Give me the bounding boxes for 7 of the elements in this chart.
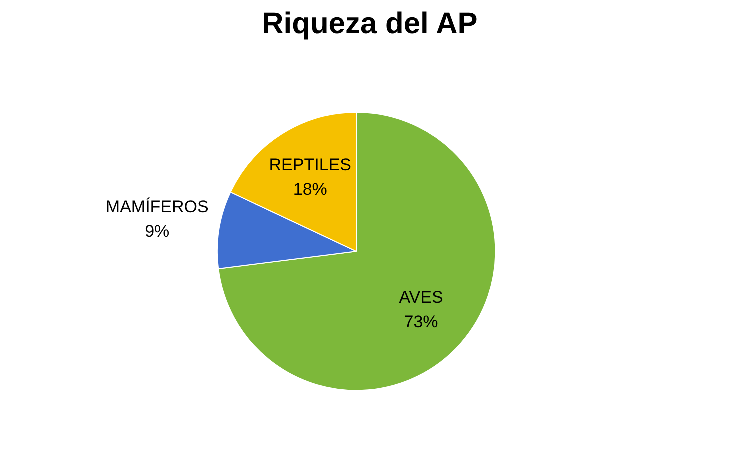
data-label: 9% <box>145 222 170 242</box>
chart-title: Riqueza del AP <box>262 8 478 40</box>
slice-label: REPTILES <box>269 155 352 174</box>
slice-label: AVES <box>399 288 444 307</box>
data-label: 18% <box>293 180 328 200</box>
slice-label: MAMÍFEROS <box>106 197 209 216</box>
data-label: 73% <box>404 312 438 332</box>
